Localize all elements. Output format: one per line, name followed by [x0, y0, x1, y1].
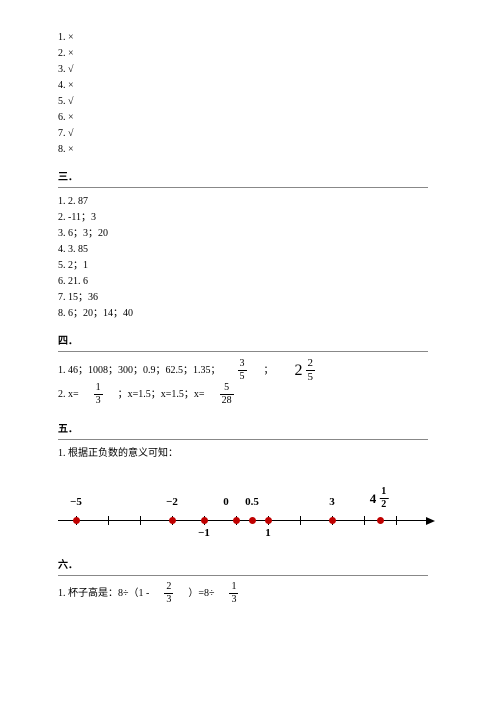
fraction-2-3: 2 3 — [164, 582, 173, 605]
tf-num: 4 — [58, 80, 63, 91]
tf-item: 3. √ — [58, 62, 445, 78]
s3-line: 1. 2. 87 — [58, 194, 445, 210]
tf-mark: × — [68, 144, 74, 155]
section-6-heading: 六． — [58, 556, 428, 576]
mixed-2-2-5: 2 2 5 — [295, 358, 318, 383]
s4-line-2: 2. x= 1 3 ；x=1.5；x=1.5；x= 5 28 — [58, 383, 445, 406]
tf-mark: × — [68, 32, 74, 43]
fraction-1-3: 1 3 — [94, 383, 103, 406]
section-6-body: 1. 杯子高是：8÷（1 - 2 3 ）=8÷ 1 3 — [58, 582, 445, 605]
s3-line: 2. -11；3 — [58, 210, 445, 226]
s3-line: 7. 15；36 — [58, 290, 445, 306]
number-line-label: 0 — [223, 496, 229, 508]
tf-num: 6 — [58, 112, 63, 123]
tf-mark: √ — [68, 128, 74, 139]
number-line-label: 0.5 — [245, 496, 259, 508]
tf-num: 8 — [58, 144, 63, 155]
number-line-arrow-icon — [426, 517, 435, 525]
tf-num: 5 — [58, 96, 63, 107]
number-line-label: 3 — [329, 496, 335, 508]
fraction-1-3-b: 1 3 — [229, 582, 238, 605]
number-line-point — [233, 517, 240, 524]
section-5-body: 1. 根据正负数的意义可知： −5 −2 −1 0.5 1 3 412 0 — [58, 446, 445, 542]
tf-mark: × — [68, 80, 74, 91]
section-4-body: 1. 46；1008；300；0.9；62.5；1.35； 3 5 ； 2 2 … — [58, 358, 445, 406]
tf-mark: × — [68, 48, 74, 59]
tf-item: 6. × — [58, 110, 445, 126]
section-5-heading: 五． — [58, 420, 428, 440]
tf-list: 1. × 2. × 3. √ 4. × 5. √ 6. × 7. √ 8. × — [58, 30, 445, 158]
number-line-point — [249, 517, 256, 524]
number-line-point — [169, 517, 176, 524]
tf-num: 1 — [58, 32, 63, 43]
tf-item: 4. × — [58, 78, 445, 94]
tf-item: 2. × — [58, 46, 445, 62]
tf-num: 7 — [58, 128, 63, 139]
tf-num: 3 — [58, 64, 63, 75]
s4-line-1: 1. 46；1008；300；0.9；62.5；1.35； 3 5 ； 2 2 … — [58, 358, 445, 383]
number-line-point — [73, 517, 80, 524]
number-line-tick — [396, 516, 397, 525]
number-line-label: −1 — [198, 527, 210, 539]
tf-mark: √ — [68, 96, 74, 107]
s5-line-1: 1. 根据正负数的意义可知： — [58, 446, 445, 462]
number-line-label: −5 — [70, 496, 82, 508]
tf-mark: √ — [68, 64, 74, 75]
fraction-5-28: 5 28 — [220, 383, 234, 406]
number-line-point — [329, 517, 336, 524]
s4-l1-colon: ； — [264, 365, 274, 376]
page-root: 1. × 2. × 3. √ 4. × 5. √ 6. × 7. √ 8. × … — [0, 0, 500, 625]
number-line-tick — [364, 516, 365, 525]
s3-line: 5. 2；1 — [58, 258, 445, 274]
s6-l1-a: 1. 杯子高是：8÷（1 - — [58, 588, 149, 599]
number-line-axis — [58, 520, 428, 521]
tf-item: 7. √ — [58, 126, 445, 142]
number-line-tick — [140, 516, 141, 525]
fraction-3-5: 3 5 — [238, 359, 247, 382]
number-line-label: 1 — [265, 527, 271, 539]
number-line-label: −2 — [166, 496, 178, 508]
s3-line: 4. 3. 85 — [58, 242, 445, 258]
s3-line: 8. 6；20；14；40 — [58, 306, 445, 322]
section-3-body: 1. 2. 87 2. -11；3 3. 6；3；20 4. 3. 85 5. … — [58, 194, 445, 322]
s6-l1-b: ）=8÷ — [188, 588, 214, 599]
tf-item: 5. √ — [58, 94, 445, 110]
tf-num: 2 — [58, 48, 63, 59]
s4-l1-prefix: 1. 46；1008；300；0.9；62.5；1.35； — [58, 365, 221, 376]
s4-l2-b: ；x=1.5；x=1.5；x= — [118, 389, 205, 400]
tf-item: 8. × — [58, 142, 445, 158]
number-line-point — [265, 517, 272, 524]
number-line-point — [201, 517, 208, 524]
s3-line: 6. 21. 6 — [58, 274, 445, 290]
s4-l2-a: 2. x= — [58, 389, 79, 400]
section-3-heading: 三． — [58, 168, 428, 188]
tf-mark: × — [68, 112, 74, 123]
section-4-heading: 四． — [58, 332, 428, 352]
tf-item: 1. × — [58, 30, 445, 46]
number-line-point — [377, 517, 384, 524]
number-line: −5 −2 −1 0.5 1 3 412 0 — [58, 490, 428, 542]
s3-line: 3. 6；3；20 — [58, 226, 445, 242]
s6-line-1: 1. 杯子高是：8÷（1 - 2 3 ）=8÷ 1 3 — [58, 582, 445, 605]
number-line-label: 412 — [370, 487, 391, 510]
number-line-tick — [300, 516, 301, 525]
number-line-tick — [108, 516, 109, 525]
